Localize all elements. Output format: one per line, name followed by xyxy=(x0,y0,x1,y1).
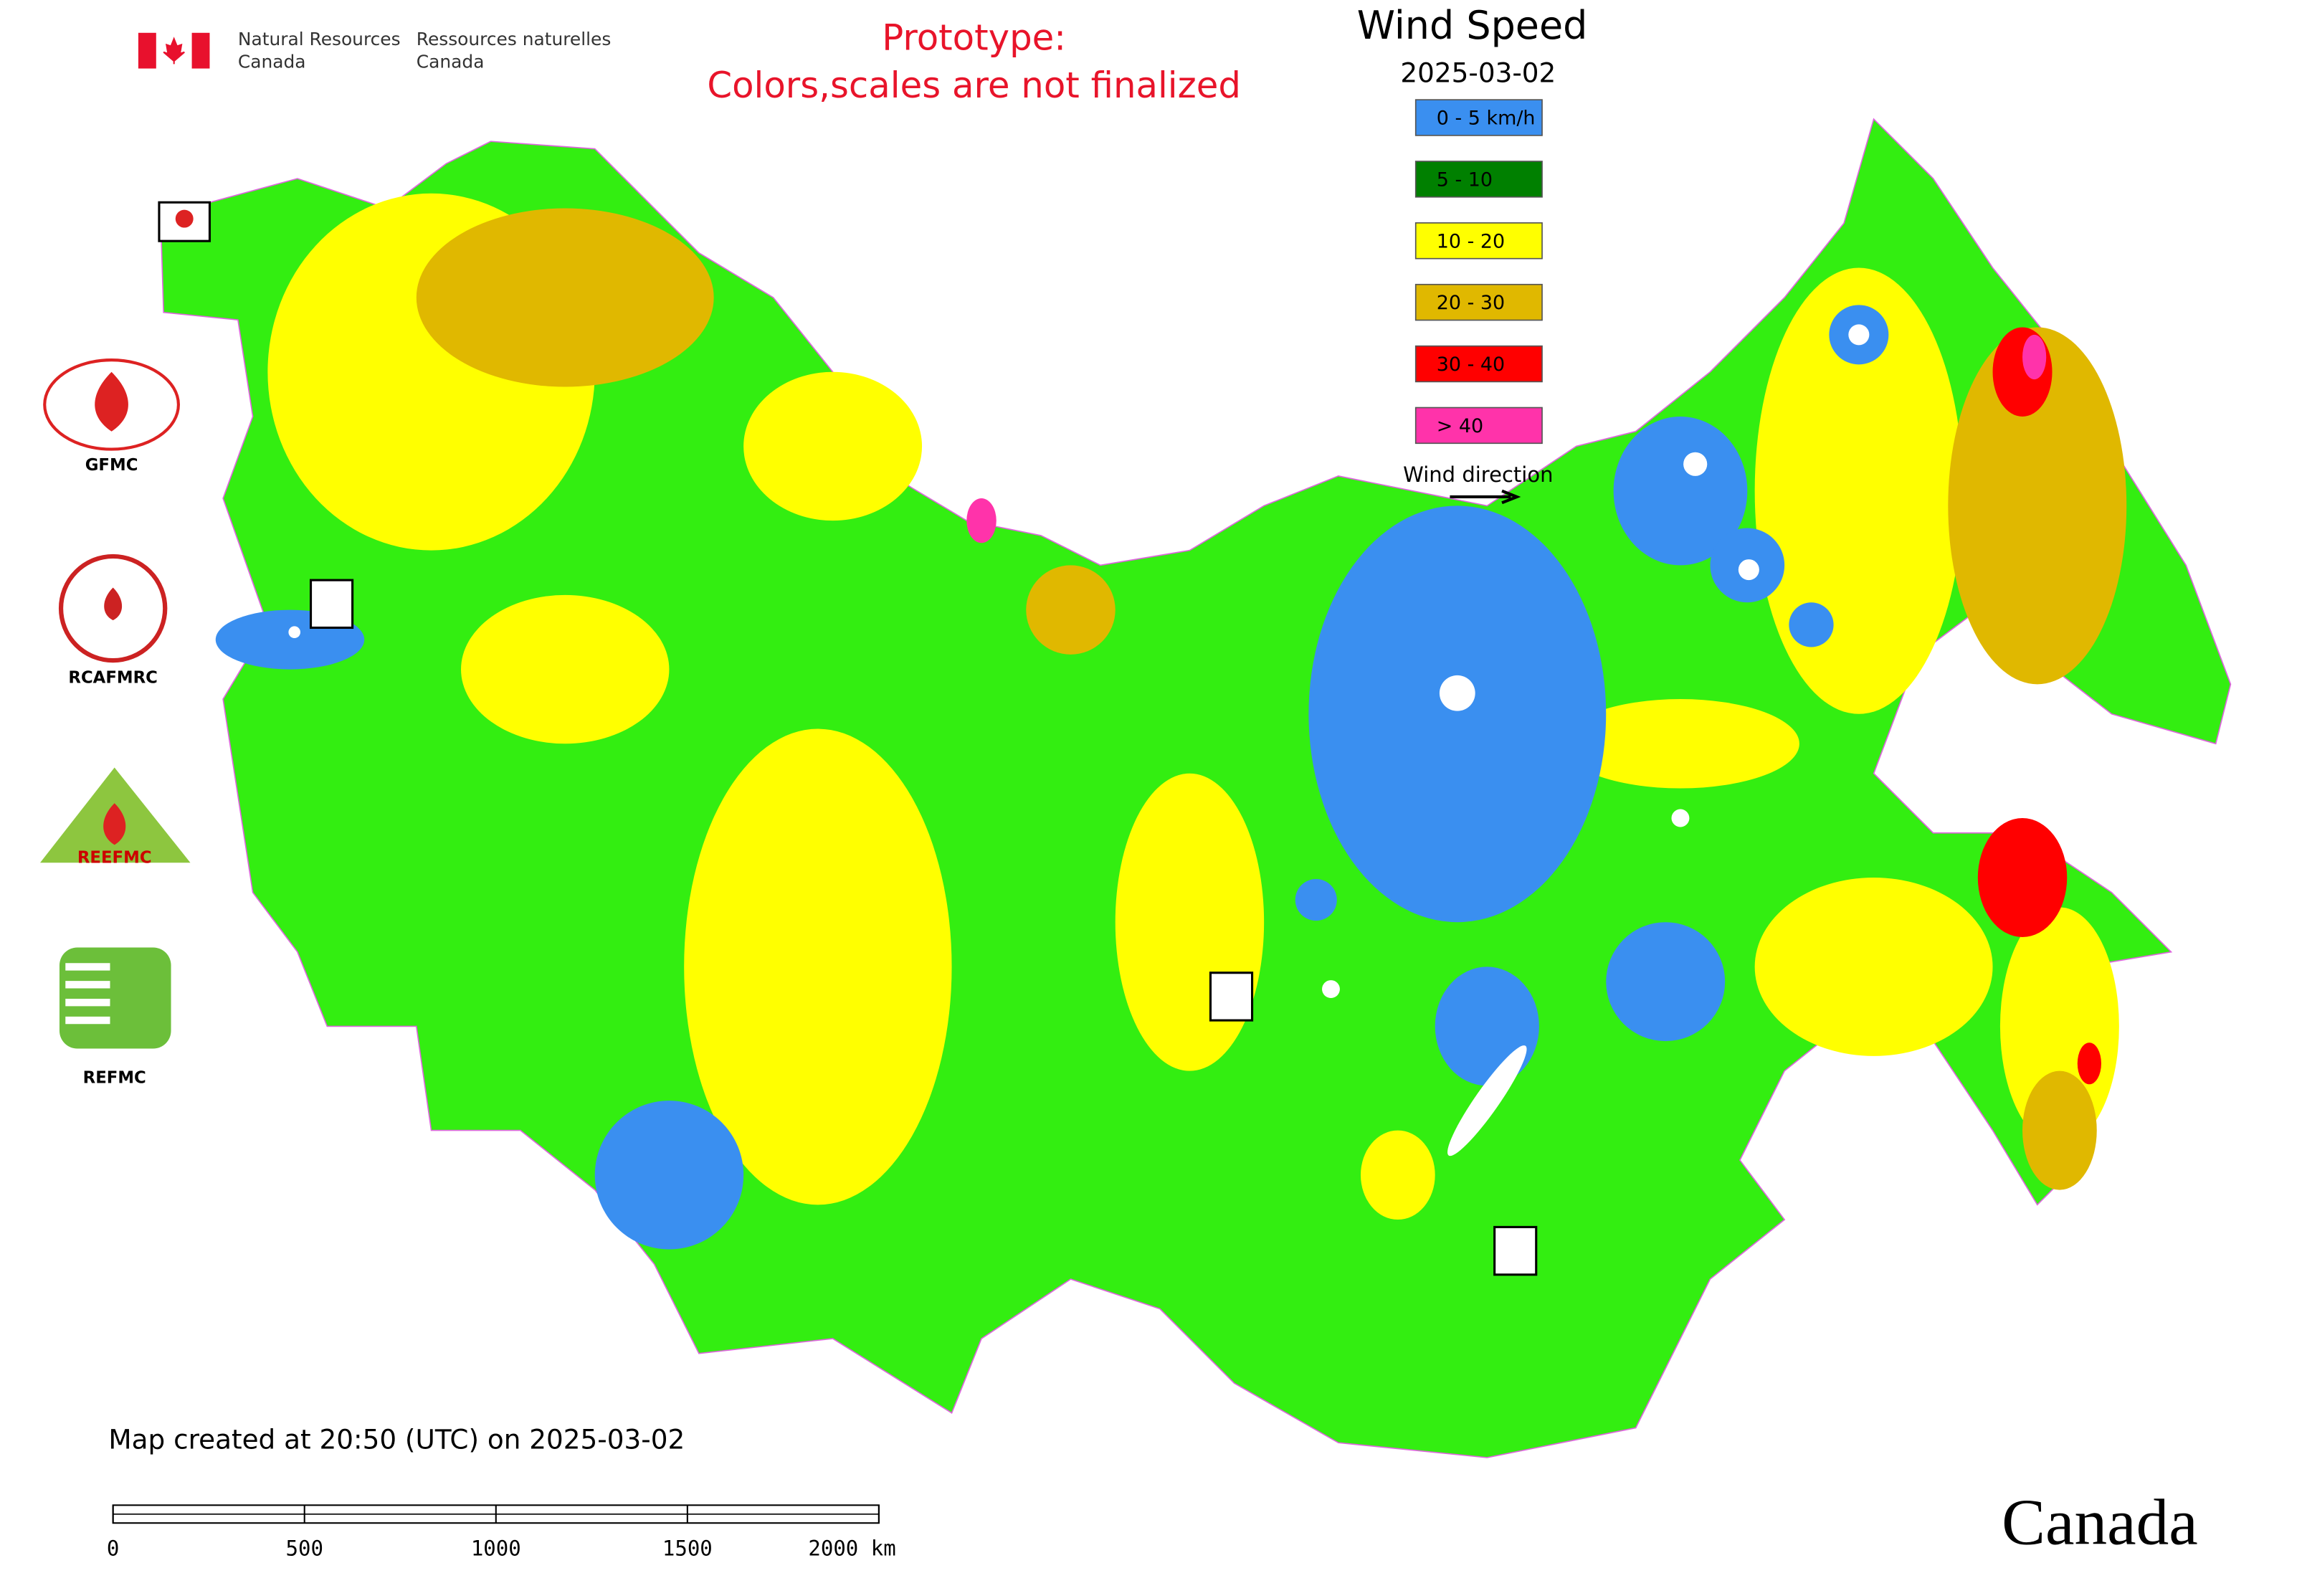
wind-zone xyxy=(1606,922,1726,1042)
calm-center xyxy=(1738,559,1759,581)
logo-flame xyxy=(104,587,123,621)
legend-label: 30 - 40 xyxy=(1437,353,1505,376)
wind-zone xyxy=(966,498,997,543)
notice: Colors,scales are not finalized xyxy=(707,65,1241,106)
wind-zone xyxy=(416,208,714,387)
calm-center xyxy=(1848,324,1870,346)
lake xyxy=(1447,1045,1527,1156)
logo-flame xyxy=(103,803,126,845)
notice: Prototype: xyxy=(882,17,1066,59)
wind-arrow xyxy=(1450,489,1521,505)
logo-label: REEFMC xyxy=(77,849,152,868)
agency-en: Canada xyxy=(238,51,306,72)
legend-swatch xyxy=(1414,407,1543,445)
legend-title: Wind Speed xyxy=(1357,3,1588,48)
wind-zone xyxy=(1948,327,2127,685)
logo-refmc xyxy=(59,947,171,1049)
legend: 0 - 5 km/h 5 - 10 10 - 20 20 - 30 30 - 40 > 4… xyxy=(1414,99,1543,445)
logo-label: GFMC xyxy=(85,456,138,475)
wind-zone xyxy=(1754,267,1964,714)
agency-fr: Canada xyxy=(417,51,485,72)
legend-swatch xyxy=(1414,283,1543,321)
scale-label: 2000 km xyxy=(808,1536,895,1561)
wind-zone xyxy=(1026,565,1116,655)
legend-swatch xyxy=(1414,222,1543,260)
calm-center xyxy=(1439,675,1475,711)
legend-label: > 40 xyxy=(1437,415,1483,437)
wind-zone xyxy=(2022,1070,2097,1190)
wind-zone xyxy=(1360,1130,1435,1220)
created-note: Map created at 20:50 (UTC) on 2025-03-02 xyxy=(108,1424,685,1455)
legend-swatch xyxy=(1414,161,1543,198)
scale-label: 500 xyxy=(285,1536,323,1561)
legend-swatch xyxy=(1414,99,1543,136)
legend-date: 2025-03-02 xyxy=(1400,57,1556,88)
agency-en: Natural Resources xyxy=(238,29,401,49)
calm-center xyxy=(1322,980,1340,998)
legend-label: 10 - 20 xyxy=(1437,230,1505,252)
canada-wordmark: Canada xyxy=(2002,1486,2198,1558)
legend-label: 20 - 30 xyxy=(1437,292,1505,314)
wind-zone xyxy=(1308,505,1607,923)
legend-label: 0 - 5 km/h xyxy=(1437,108,1536,130)
wind-zone xyxy=(743,371,923,521)
station-marker xyxy=(1209,972,1254,1022)
wind-zone xyxy=(2022,334,2047,380)
legend-swatch xyxy=(1414,345,1543,383)
calm-center xyxy=(1683,452,1708,476)
flag-leaf xyxy=(163,37,185,65)
flag-bar xyxy=(138,32,156,69)
wind-zone xyxy=(1999,907,2119,1146)
logo-label: RCAFMRC xyxy=(68,669,157,688)
wind-zone xyxy=(1754,877,1993,1056)
wind-zone xyxy=(1561,699,1799,789)
wind-direction-label: Wind direction xyxy=(1403,462,1553,487)
wind-zone xyxy=(1977,818,2068,937)
agency-fr: Ressources naturelles xyxy=(417,29,612,49)
map-area xyxy=(160,118,2232,1458)
scale-label: 1000 xyxy=(471,1536,521,1561)
logo-label: REFMC xyxy=(83,1069,146,1088)
calm-center xyxy=(1671,809,1690,827)
wind-zone xyxy=(2077,1042,2101,1085)
wind-zone xyxy=(1435,966,1539,1086)
scale-label: 1500 xyxy=(662,1536,713,1561)
wind-zone xyxy=(684,728,952,1205)
wind-zone xyxy=(461,594,670,744)
legend-label: 5 - 10 xyxy=(1437,168,1493,191)
wind-zone xyxy=(1992,327,2053,417)
wind-zone xyxy=(594,1101,744,1250)
wind-zone xyxy=(1115,773,1265,1071)
logo-flame xyxy=(95,371,128,432)
logo-stripes xyxy=(65,963,110,1025)
station-marker xyxy=(1493,1225,1538,1276)
wind-zone xyxy=(1295,879,1337,921)
logo-gfmc xyxy=(43,358,180,451)
logo-icon xyxy=(175,209,194,228)
scale-bar: 0 500 1000 1500 2000 km xyxy=(107,1504,896,1561)
flag-bar xyxy=(191,32,210,69)
scale-label: 0 xyxy=(107,1536,119,1561)
wind-zone xyxy=(1613,416,1748,566)
wind-zone xyxy=(1789,602,1834,647)
calm-center xyxy=(288,626,301,639)
station-marker xyxy=(309,579,354,630)
